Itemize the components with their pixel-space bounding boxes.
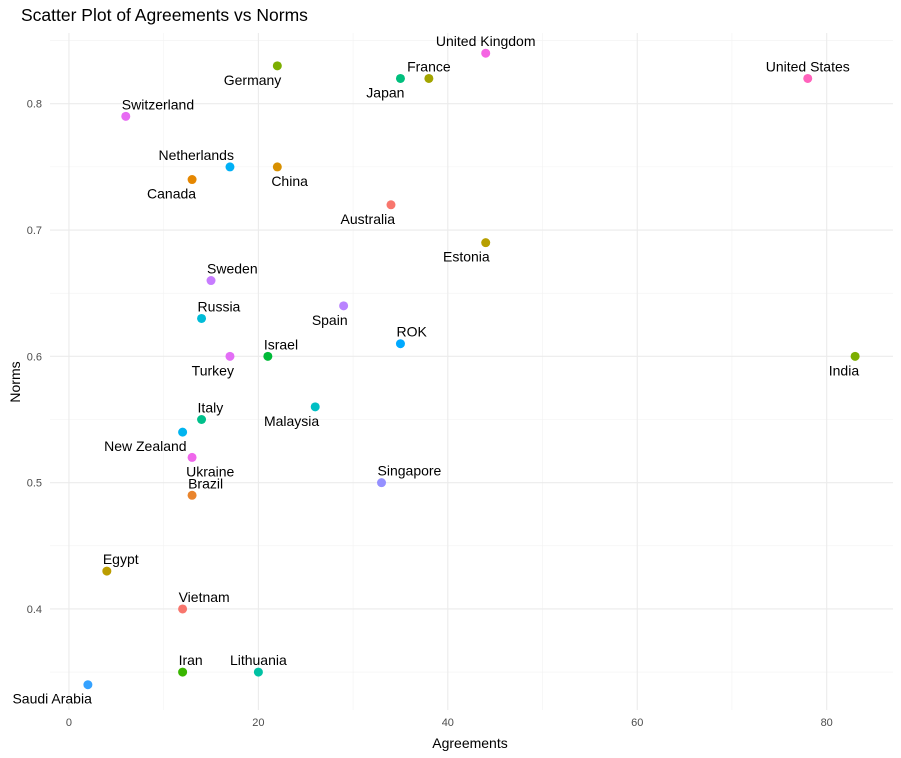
point-label: Sweden	[207, 261, 258, 277]
y-tick-label: 0.4	[27, 604, 42, 616]
data-point	[197, 313, 207, 323]
data-points	[83, 48, 860, 690]
y-tick-label: 0.5	[27, 478, 42, 490]
data-point	[206, 276, 216, 286]
point-label: Estonia	[443, 249, 490, 265]
data-point	[803, 73, 813, 83]
data-point	[481, 238, 491, 248]
point-label: Spain	[312, 312, 348, 328]
data-point	[83, 680, 93, 690]
data-point	[395, 339, 405, 349]
data-point	[395, 73, 405, 83]
data-point	[187, 490, 197, 500]
data-point	[310, 402, 320, 412]
x-axis-title: Agreements	[432, 735, 507, 751]
axis-ticks: 0 20 40 60 80 0.4 0.5 0.6 0.7 0.8	[27, 99, 833, 729]
data-point	[178, 427, 188, 437]
point-label: Lithuania	[230, 652, 287, 668]
point-label: Italy	[198, 399, 224, 415]
x-tick-label: 40	[442, 717, 454, 729]
point-label: Russia	[198, 298, 241, 314]
data-point	[377, 478, 387, 488]
data-point	[253, 667, 263, 677]
point-label: Singapore	[378, 463, 442, 479]
point-label: ROK	[396, 324, 427, 340]
point-label: Vietnam	[179, 589, 230, 605]
y-tick-label: 0.6	[27, 351, 42, 363]
data-point	[263, 351, 273, 361]
data-point	[225, 162, 235, 172]
point-label: Turkey	[192, 362, 234, 378]
x-tick-label: 20	[252, 717, 264, 729]
point-label: United Kingdom	[436, 33, 536, 49]
point-label: Canada	[147, 186, 196, 202]
point-label: United States	[766, 58, 850, 74]
y-tick-label: 0.8	[27, 99, 42, 111]
data-point	[339, 301, 349, 311]
x-tick-label: 60	[631, 717, 643, 729]
point-label: Brazil	[188, 475, 223, 491]
point-label: Iran	[179, 652, 203, 668]
data-point	[850, 351, 860, 361]
data-point	[197, 414, 207, 424]
data-point	[187, 452, 197, 462]
data-point	[225, 351, 235, 361]
data-point	[187, 175, 197, 185]
x-tick-label: 0	[66, 717, 72, 729]
point-label: Switzerland	[122, 96, 194, 112]
point-label: Ukraine	[186, 463, 234, 479]
point-label: Egypt	[103, 551, 139, 567]
y-axis-title: Norms	[7, 361, 23, 402]
data-point	[121, 111, 131, 121]
data-point	[178, 604, 188, 614]
point-label: Malaysia	[264, 413, 319, 429]
point-label: Japan	[366, 84, 404, 100]
grid-lines	[50, 33, 893, 710]
data-point	[272, 162, 282, 172]
data-point	[102, 566, 112, 576]
data-point	[424, 73, 434, 83]
point-label: Australia	[341, 211, 396, 227]
data-point	[178, 667, 188, 677]
point-label: China	[271, 173, 308, 189]
point-label: Germany	[224, 72, 282, 88]
point-label: India	[829, 362, 860, 378]
point-label: Israel	[264, 336, 298, 352]
y-tick-label: 0.7	[27, 225, 42, 237]
x-tick-label: 80	[821, 717, 833, 729]
chart-title: Scatter Plot of Agreements vs Norms	[21, 5, 308, 25]
data-point	[386, 200, 396, 210]
point-label: Netherlands	[158, 147, 234, 163]
data-point	[272, 61, 282, 71]
point-label: France	[407, 58, 451, 74]
point-label: Saudi Arabia	[12, 691, 92, 707]
point-label: New Zealand	[104, 438, 187, 454]
data-point	[481, 48, 491, 58]
